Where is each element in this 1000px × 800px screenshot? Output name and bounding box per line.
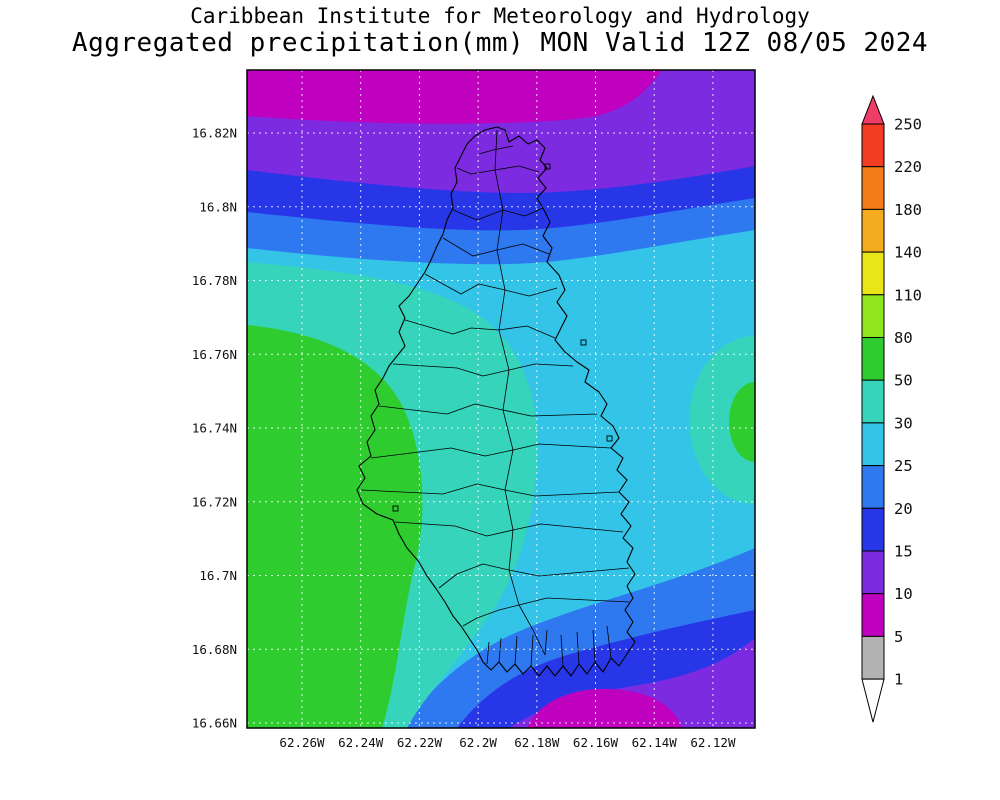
colorbar-segment	[861, 208, 885, 253]
institution-title: Caribbean Institute for Meteorology and …	[190, 4, 810, 28]
colorbar-tick-label: 1	[894, 671, 903, 689]
lon-tick-label: 62.12W	[690, 735, 736, 750]
title-block: Caribbean Institute for Meteorology and …	[0, 4, 1000, 59]
lat-tick-label: 16.66N	[192, 716, 237, 731]
lon-tick-label: 62.16W	[573, 735, 619, 750]
colorbar-segment	[861, 465, 885, 509]
gridlines	[247, 70, 755, 728]
lat-tick-label: 16.82N	[192, 126, 237, 141]
colorbar-segment	[861, 635, 885, 680]
colorbar-segment	[861, 422, 885, 467]
colorbar-segment	[861, 294, 885, 338]
contour-band-30-50-east	[689, 336, 755, 504]
lat-tick-label: 16.7N	[199, 568, 237, 583]
colorbar-segment	[861, 550, 885, 595]
station-marker	[580, 339, 587, 346]
colorbar-under-arrow	[861, 678, 885, 723]
lon-tick-label: 62.14W	[632, 735, 678, 750]
contour-band-50-80-west	[247, 325, 423, 728]
lat-tick-label: 16.72N	[192, 494, 237, 509]
colorbar-tick-label: 30	[894, 414, 913, 432]
colorbar-segment	[861, 507, 885, 552]
colorbar-tick-label: 50	[894, 372, 913, 390]
contour-band-5-10-north	[247, 70, 662, 124]
colorbar-segment	[861, 166, 885, 210]
colorbar-tick-label: 80	[894, 329, 913, 347]
colorbar-tick-label: 250	[894, 116, 922, 134]
lon-tick-label: 62.22W	[397, 735, 443, 750]
colorbar-tick-label: 5	[894, 628, 903, 646]
colorbar-segment	[861, 337, 885, 381]
lat-tick-label: 16.74N	[192, 421, 237, 436]
watershed-boundaries	[360, 129, 630, 667]
colorbar-tick-label: 140	[894, 244, 922, 262]
lon-tick-label: 62.18W	[514, 735, 560, 750]
colorbar-tick-label: 20	[894, 500, 913, 518]
colorbar-tick-label: 10	[894, 585, 913, 603]
contour-field	[247, 70, 755, 728]
colorbar-tick-label: 25	[894, 457, 913, 475]
colorbar-over-arrow	[861, 94, 885, 125]
island-montserrat	[356, 126, 636, 677]
lat-tick-label: 16.8N	[199, 199, 237, 214]
lat-tick-label: 16.76N	[192, 347, 237, 362]
colorbar-segment	[861, 379, 885, 424]
lat-tick-label: 16.68N	[192, 642, 237, 657]
lon-tick-label: 62.2W	[459, 735, 497, 750]
plot-border	[246, 69, 756, 729]
island-coastline	[356, 126, 636, 677]
colorbar: 250 220 180 140 110 80 50 30 25 20 15 10 5 1	[861, 94, 922, 723]
colorbar-tick-label: 180	[894, 201, 922, 219]
colorbar-segment	[861, 123, 885, 168]
product-title: Aggregated precipitation(mm) MON Valid 1…	[71, 28, 929, 59]
contour-band-50-80-east	[729, 382, 755, 462]
colorbar-segment	[861, 593, 885, 637]
colorbar-tick-label: 15	[894, 543, 913, 561]
station-marker	[544, 163, 551, 170]
axis-labels: 16.82N 16.8N 16.78N 16.76N 16.74N 16.72N 16.7N…	[192, 126, 736, 751]
colorbar-segment	[861, 251, 885, 296]
contour-band-5-10-south	[527, 688, 682, 728]
station-marker	[606, 435, 613, 442]
colorbar-tick-label: 110	[894, 286, 922, 304]
lon-tick-label: 62.24W	[338, 735, 384, 750]
colorbar-tick-label: 220	[894, 158, 922, 176]
lat-tick-label: 16.78N	[192, 273, 237, 288]
lon-tick-label: 62.26W	[279, 735, 325, 750]
station-marker	[392, 505, 399, 512]
